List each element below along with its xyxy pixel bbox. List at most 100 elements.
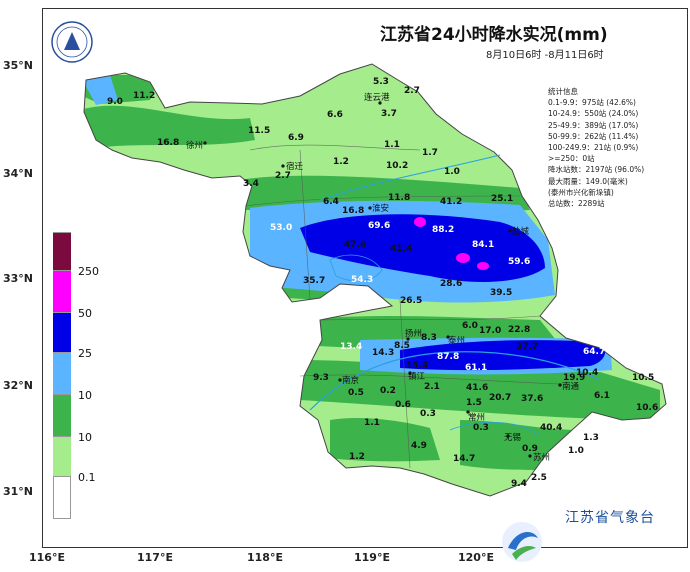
org-name: 江苏省气象台: [565, 510, 655, 526]
station-value: 14.3: [372, 348, 394, 358]
cma-logo-icon: [502, 522, 542, 562]
station-value: 0.2: [380, 386, 396, 396]
station-value: 9.0: [107, 97, 123, 107]
lat-label: 34°N: [3, 167, 34, 180]
station-value: 3.7: [381, 109, 397, 119]
station-value: 2.1: [424, 382, 440, 392]
station-value: 10.6: [636, 403, 658, 413]
station-value: 2.7: [275, 171, 291, 181]
stats-line: 降水站数：2197站 (96.0%): [548, 165, 645, 175]
legend-label: 10: [78, 431, 92, 444]
station-value: 64.7: [583, 347, 605, 357]
station-value: 1.0: [568, 446, 584, 456]
lat-label: 32°N: [3, 379, 34, 392]
station-value: 4.9: [411, 441, 427, 451]
city-lianyungang: 连云港: [364, 92, 390, 103]
station-value: 3.4: [243, 179, 259, 189]
lat-label: 31°N: [3, 485, 34, 498]
station-value: 53.0: [270, 223, 292, 233]
station-value: 9.4: [511, 479, 527, 489]
station-value: 8.3: [421, 333, 437, 343]
station-value: 1.2: [349, 452, 365, 462]
station-value: 28.6: [440, 279, 462, 289]
lon-label: 116°E: [29, 551, 65, 564]
city-taizhou: 泰州: [448, 335, 465, 346]
station-value: 17.0: [479, 326, 501, 336]
station-value: 8.5: [394, 341, 410, 351]
city-yancheng: 盐城: [512, 226, 530, 237]
station-value: 1.3: [583, 433, 599, 443]
station-value: 84.1: [472, 240, 494, 250]
station-value: 54.3: [351, 275, 373, 285]
legend-label: 10: [78, 389, 92, 402]
station-value: 1.5: [466, 398, 482, 408]
city-huaian: 淮安: [372, 203, 389, 214]
station-value: 6.6: [327, 110, 343, 120]
legend-swatch: [53, 270, 71, 313]
legend-swatch: [53, 476, 71, 519]
station-value: 10.4: [576, 368, 598, 378]
station-value: 13.4: [340, 342, 362, 352]
station-value: 0.5: [348, 388, 364, 398]
stats-line: >=250：0站: [548, 154, 595, 164]
station-value: 41.2: [440, 197, 462, 207]
legend-swatch: [53, 232, 71, 271]
station-value: 11.5: [248, 126, 270, 136]
stats-panel: 统计信息 0.1-9.9：975站 (42.6%) 10-24.9：550站 (…: [548, 86, 644, 209]
station-value: 16.8: [342, 206, 364, 216]
station-value: 87.8: [437, 352, 459, 362]
station-value: 61.1: [465, 363, 487, 373]
station-value: 0.9: [522, 444, 538, 454]
station-value: 10.2: [386, 161, 408, 171]
station-value: 2.7: [404, 86, 420, 96]
station-value: 0.3: [473, 423, 489, 433]
city-nanjing: 南京: [342, 375, 359, 386]
station-value: 22.8: [508, 325, 530, 335]
station-value: 16.8: [157, 138, 179, 148]
station-value: 37.6: [521, 394, 543, 404]
legend-swatch: [53, 436, 71, 477]
stats-line: (泰州市兴化新垛镇): [548, 187, 614, 197]
station-value: 10.5: [632, 373, 654, 383]
station-value: 11.8: [388, 193, 410, 203]
station-value: 41.4: [390, 244, 412, 254]
city-suqian: 宿迁: [286, 161, 304, 172]
station-value: 6.9: [288, 133, 304, 143]
station-value: 0.3: [420, 409, 436, 419]
station-value: 6.1: [594, 391, 610, 401]
stats-line: 0.1-9.9：975站 (42.6%): [548, 98, 636, 108]
city-suzhou: 苏州: [533, 452, 550, 463]
legend-swatch: [53, 394, 71, 437]
station-value: 0.6: [395, 400, 411, 410]
station-value: 1.1: [364, 418, 380, 428]
map-subtitle: 8月10日6时 -8月11日6时: [486, 50, 604, 61]
stats-line: 最大雨量：149.0(毫米): [548, 176, 628, 186]
city-changzhou: 常州: [468, 412, 485, 423]
emblem-icon: [51, 21, 93, 63]
station-value: 1.7: [422, 148, 438, 158]
city-nantong: 南通: [562, 381, 580, 392]
legend-swatch: [53, 312, 71, 353]
city-yangzhou: 扬州: [405, 328, 422, 339]
legend-label: 25: [78, 347, 92, 360]
lat-label: 33°N: [3, 272, 34, 285]
city-xuzhou: 徐州: [186, 140, 203, 151]
station-value: 59.6: [508, 257, 530, 267]
stats-line: 100-249.9：21站 (0.9%): [548, 143, 639, 153]
lon-label: 119°E: [354, 551, 390, 564]
station-value: 88.2: [432, 225, 454, 235]
station-value: 2.5: [531, 473, 547, 483]
station-value: 40.4: [540, 423, 562, 433]
city-wuxi: 无锡: [504, 433, 522, 443]
legend-label: 250: [78, 265, 99, 278]
station-value: 47.6: [344, 240, 366, 250]
lon-label: 118°E: [247, 551, 283, 564]
station-value: 9.3: [313, 373, 329, 383]
stats-heading: 统计信息: [548, 87, 578, 96]
station-value: 15.4: [406, 361, 428, 371]
lat-label: 35°N: [3, 59, 34, 72]
station-value: 19.9: [563, 373, 585, 383]
station-value: 20.7: [489, 393, 511, 403]
station-value: 35.7: [303, 276, 325, 286]
